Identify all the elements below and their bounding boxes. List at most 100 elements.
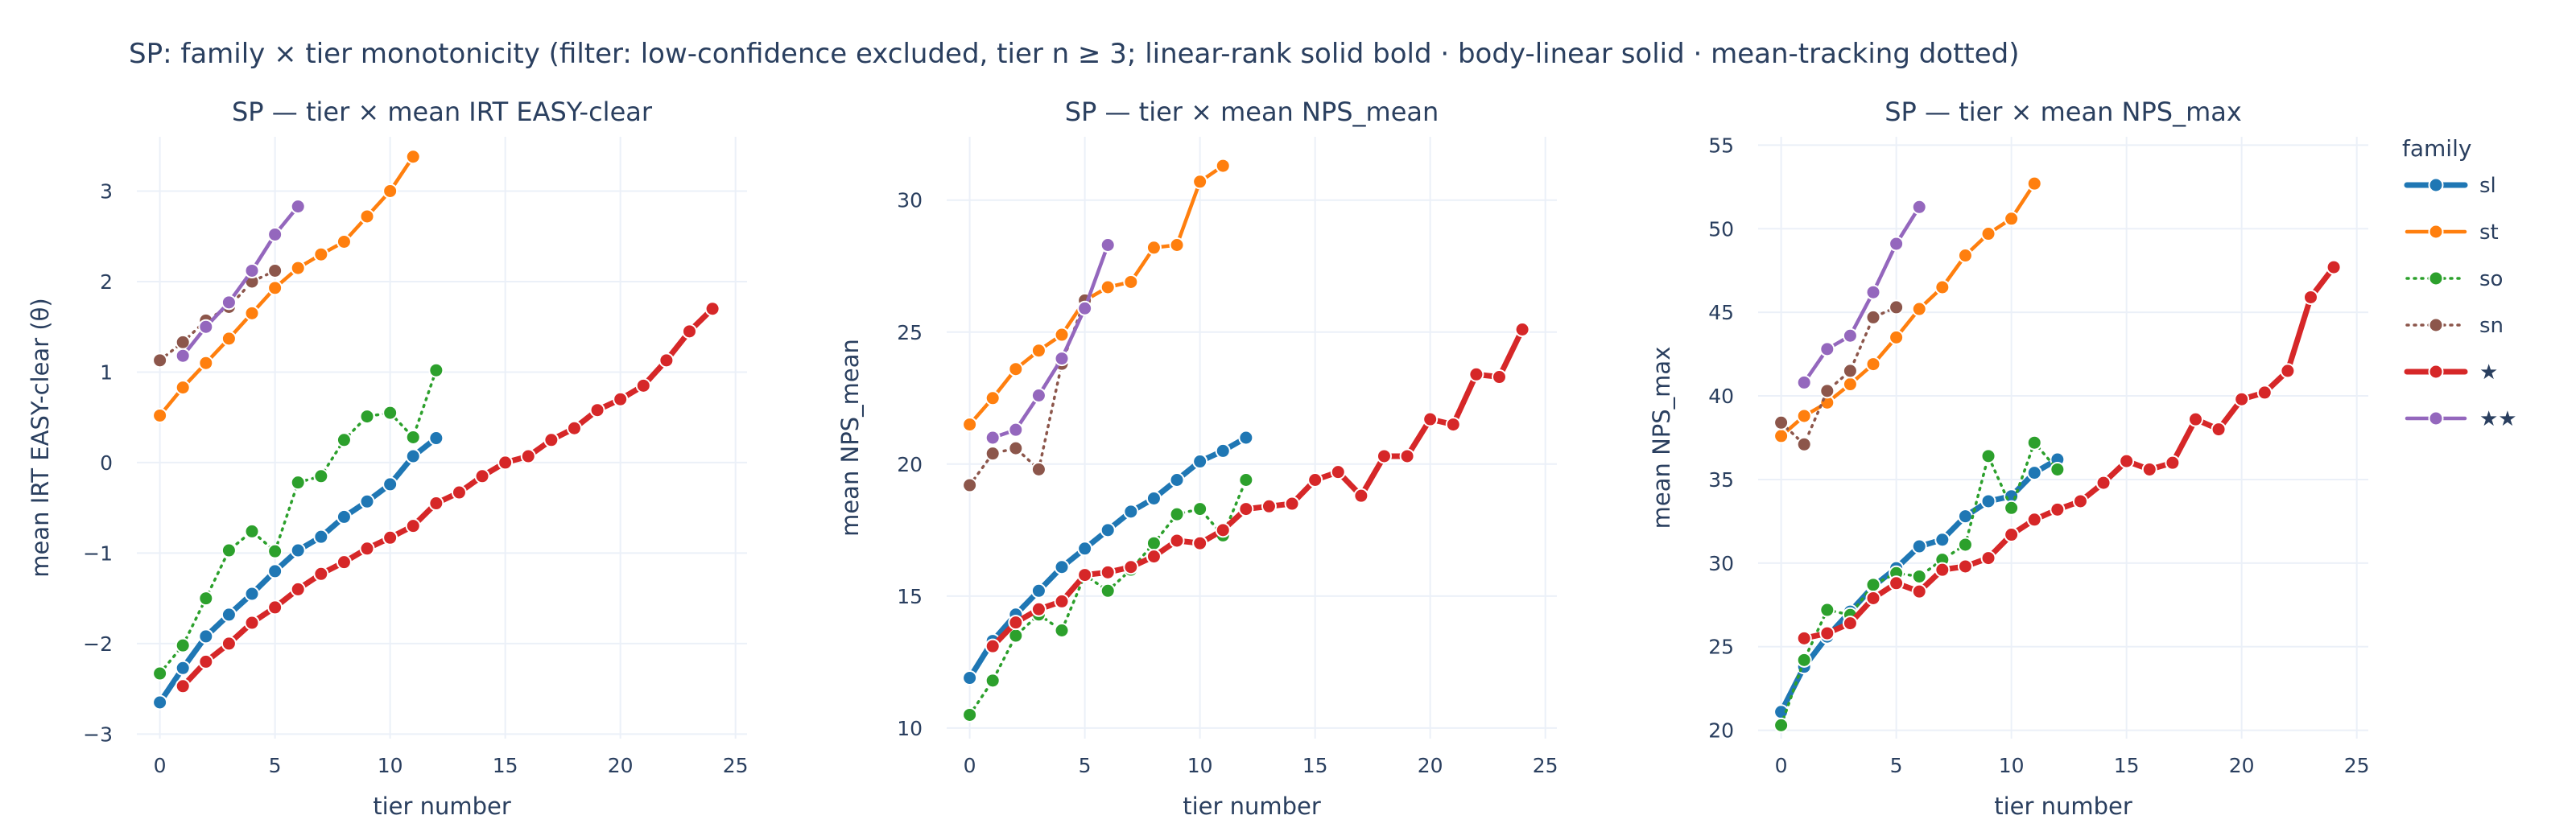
y-tick-label: 30 — [1708, 552, 1734, 575]
data-point — [1169, 533, 1185, 549]
data-point — [1330, 464, 1346, 480]
x-tick-label: 5 — [1890, 754, 1903, 777]
data-point — [313, 529, 329, 545]
data-point — [1842, 327, 1858, 344]
data-point — [2302, 289, 2318, 305]
data-point — [2026, 465, 2042, 481]
data-point — [1284, 496, 1300, 512]
data-point — [1468, 366, 1484, 382]
data-point — [1215, 522, 1231, 538]
data-point — [1100, 237, 1116, 253]
data-point — [962, 477, 978, 493]
data-point — [244, 615, 260, 631]
x-tick-label: 15 — [493, 754, 518, 777]
data-point — [1054, 327, 1070, 343]
data-point — [336, 509, 352, 525]
y-tick-label: 2 — [100, 270, 113, 294]
legend-marker — [2428, 224, 2444, 240]
data-point — [1192, 174, 1208, 190]
data-point — [1169, 471, 1185, 488]
data-point — [1796, 408, 1812, 424]
data-point — [2026, 512, 2042, 528]
data-point — [962, 706, 978, 723]
x-tick-label: 0 — [1775, 754, 1788, 777]
data-point — [520, 448, 536, 464]
data-point — [152, 407, 168, 423]
data-point — [1980, 448, 1996, 464]
x-tick-label: 0 — [964, 754, 976, 777]
data-point — [405, 518, 421, 534]
data-point — [1169, 506, 1185, 522]
data-point — [359, 541, 375, 557]
x-tick-label: 25 — [1533, 754, 1558, 777]
data-point — [1054, 622, 1070, 638]
legend-item-★★: ★★ — [2405, 407, 2517, 431]
data-point — [1030, 601, 1046, 617]
data-point — [221, 331, 237, 347]
data-point — [1796, 436, 1812, 452]
data-point — [313, 246, 329, 262]
data-point — [290, 542, 306, 558]
data-point — [1030, 583, 1046, 599]
data-point — [1911, 199, 1927, 215]
data-point — [589, 402, 605, 418]
legend-label: st — [2479, 220, 2499, 245]
x-tick-label: 25 — [723, 754, 749, 777]
data-point — [1796, 374, 1812, 390]
data-point — [1957, 509, 1973, 525]
data-point — [1100, 522, 1116, 538]
data-point — [221, 636, 237, 652]
data-point — [2050, 461, 2066, 477]
data-point — [962, 417, 978, 433]
data-point — [704, 301, 720, 317]
x-tick-label: 5 — [1079, 754, 1092, 777]
series-so — [962, 471, 1254, 723]
legend-label: sn — [2479, 314, 2504, 338]
data-point — [1077, 541, 1093, 557]
data-point — [1911, 301, 1927, 317]
data-point — [1146, 490, 1162, 506]
data-point — [244, 523, 260, 539]
y-tick-label: 50 — [1708, 217, 1734, 241]
y-tick-label: 45 — [1708, 301, 1734, 324]
y-tick-label: −1 — [83, 541, 113, 565]
subplot-title: SP — tier × mean IRT EASY-clear — [232, 97, 653, 127]
data-point — [2004, 211, 2020, 227]
data-point — [244, 305, 260, 321]
data-point — [1146, 240, 1162, 256]
data-point — [1238, 430, 1254, 446]
x-tick-label: 20 — [608, 754, 634, 777]
data-point — [1796, 652, 1812, 668]
data-point — [1819, 383, 1835, 399]
data-point — [405, 429, 421, 445]
series-line — [968, 299, 1087, 487]
data-point — [198, 628, 214, 644]
y-tick-label: 40 — [1708, 385, 1734, 408]
data-point — [359, 409, 375, 425]
data-point — [382, 183, 398, 199]
data-point — [1773, 717, 1790, 733]
data-point — [985, 390, 1001, 406]
data-point — [1146, 549, 1162, 565]
data-point — [1889, 575, 1905, 591]
data-point — [1980, 226, 1996, 242]
data-point — [1215, 158, 1231, 174]
data-point — [1054, 559, 1070, 575]
data-point — [1911, 538, 1927, 554]
data-point — [1819, 625, 1835, 641]
legend-marker — [2428, 410, 2444, 426]
data-point — [1980, 493, 1996, 509]
legend-item-st: st — [2405, 220, 2499, 245]
data-point — [198, 591, 214, 607]
data-point — [244, 586, 260, 602]
data-point — [1934, 562, 1951, 578]
data-point — [2187, 411, 2203, 427]
figure-title: SP: family × tier monotonicity (filter: … — [129, 38, 2020, 70]
data-point — [1865, 590, 1881, 606]
data-point — [382, 476, 398, 492]
data-point — [175, 348, 191, 364]
data-point — [1934, 532, 1951, 548]
data-point — [336, 554, 352, 570]
data-point — [198, 319, 214, 335]
series-so — [152, 362, 444, 681]
